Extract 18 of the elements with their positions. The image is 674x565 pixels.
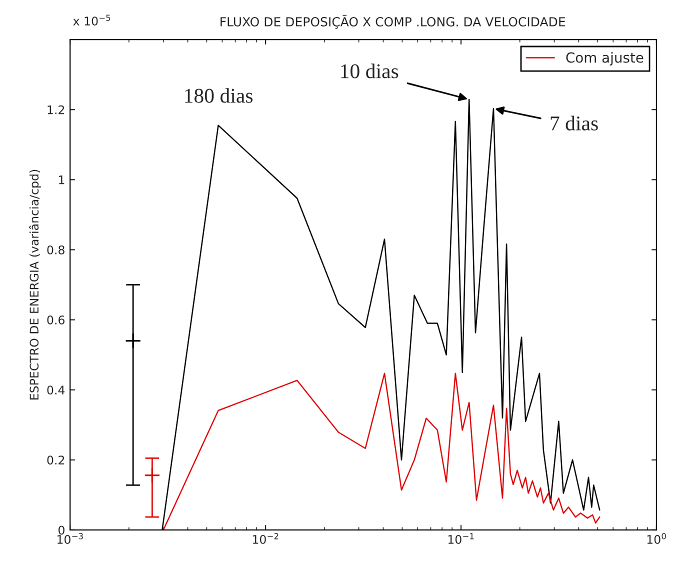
legend-label: Com ajuste bbox=[566, 52, 644, 66]
annotation: 10 dias bbox=[341, 64, 398, 78]
annotation: 180 dias bbox=[185, 88, 253, 103]
y-tick-label: 1 bbox=[59, 176, 64, 184]
y-tick-label: 1.2 bbox=[48, 105, 64, 114]
y-axis-title: ESPECTRO DE ENERGIA (variância/cpd) bbox=[29, 170, 41, 400]
y-tick-label: 0.2 bbox=[47, 456, 64, 465]
y-tick-label: 0 bbox=[58, 526, 64, 535]
y-tick-label: 0.8 bbox=[47, 245, 64, 254]
y-tick-label: 0.4 bbox=[47, 386, 65, 395]
x-tick-label: 10$^{0}$ bbox=[647, 533, 666, 544]
annotation: 7 dias bbox=[550, 116, 598, 130]
x-tick-label: 10$^{−2}$ bbox=[252, 533, 278, 544]
chart-title: FLUXO DE DEPOSIÇÃO X COMP .LONG. DA VELOCIDADE bbox=[220, 14, 566, 29]
x-tick-label: 10$^{−1}$ bbox=[448, 533, 474, 544]
y-tick-label: 0.6 bbox=[47, 316, 64, 324]
text: x 10$^{−5}$ bbox=[73, 14, 110, 26]
x-tick-label: 10$^{−3}$ bbox=[58, 533, 83, 544]
